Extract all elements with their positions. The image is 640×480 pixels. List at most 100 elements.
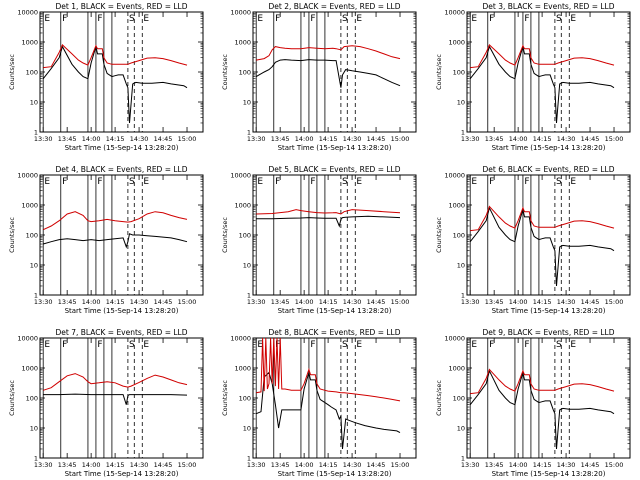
plot-frame [466, 11, 631, 133]
y-tick-label: 10000 [17, 335, 38, 343]
y-tick-label: 1 [461, 129, 465, 137]
event-marker-label: E [356, 177, 362, 187]
y-axis-label: Counts/sec [8, 380, 16, 416]
x-axis-label: Start Time (15-Sep-14 13:28:20) [492, 307, 606, 315]
chart-title: Det 2, BLACK = Events, RED = LLD [268, 2, 400, 11]
chart-title: Det 3, BLACK = Events, RED = LLD [482, 2, 614, 11]
y-tick-label: 10 [243, 262, 251, 270]
x-tick-label: 14:00 [509, 461, 528, 469]
x-tick-label: 14:30 [130, 135, 149, 143]
x-axis-label: Start Time (15-Sep-14 13:28:20) [278, 307, 392, 315]
x-tick-label: 14:00 [509, 135, 528, 143]
y-tick-label: 1 [461, 455, 465, 463]
plot-frame [466, 174, 631, 296]
event-marker-label: F [489, 340, 494, 350]
y-tick-label: 100 [26, 395, 38, 403]
x-tick-label: 13:45 [485, 461, 504, 469]
y-tick-label: 1 [247, 455, 251, 463]
x-axis-label: Start Time (15-Sep-14 13:28:20) [278, 144, 392, 152]
chart-title: Det 6, BLACK = Events, RED = LLD [482, 165, 614, 174]
x-tick-label: 14:30 [343, 298, 362, 306]
x-tick-label: 15:00 [391, 135, 410, 143]
event-marker-label: S [129, 14, 135, 24]
x-tick-label: 14:45 [581, 461, 600, 469]
y-axis-label: Counts/sec [8, 217, 16, 253]
y-tick-label: 1000 [21, 39, 38, 47]
y-tick-label: 10000 [444, 9, 465, 17]
x-tick-label: 13:45 [485, 135, 504, 143]
events-series-line [42, 45, 188, 124]
y-tick-label: 10 [457, 99, 465, 107]
event-marker-label: S [556, 340, 562, 350]
x-tick-label: 14:15 [533, 298, 552, 306]
x-tick-label: 14:45 [367, 461, 386, 469]
y-tick-label: 1000 [448, 202, 465, 210]
x-tick-label: 14:15 [106, 461, 125, 469]
y-tick-label: 10000 [444, 335, 465, 343]
x-tick-label: 15:00 [605, 135, 624, 143]
lld-series-line [470, 44, 615, 69]
event-marker-label: F [310, 14, 315, 24]
plot-frame [39, 337, 204, 459]
x-tick-label: 14:45 [581, 135, 600, 143]
x-axis-label: Start Time (15-Sep-14 13:28:20) [65, 307, 179, 315]
x-tick-label: 14:00 [82, 135, 101, 143]
y-tick-label: 100 [26, 232, 38, 240]
chart-title: Det 4, BLACK = Events, RED = LLD [55, 165, 187, 174]
event-marker-label: E [257, 14, 263, 24]
y-tick-label: 10 [243, 425, 251, 433]
event-marker-label: E [143, 177, 149, 187]
y-tick-label: 100 [453, 395, 465, 403]
y-tick-label: 100 [453, 232, 465, 240]
event-marker-label: F [275, 340, 280, 350]
y-tick-label: 1000 [234, 365, 251, 373]
events-series-line [256, 215, 401, 228]
y-tick-label: 1 [34, 455, 38, 463]
y-axis-label: Counts/sec [221, 217, 229, 253]
event-marker-label: E [143, 14, 149, 24]
events-series-line [255, 59, 401, 88]
event-marker-label: E [44, 177, 50, 187]
event-marker-label: F [310, 340, 315, 350]
event-marker-label: S [342, 177, 348, 187]
lld-series-line [43, 44, 188, 69]
x-tick-label: 13:30 [247, 298, 266, 306]
y-tick-label: 10 [30, 425, 38, 433]
y-tick-label: 1 [34, 292, 38, 300]
event-marker-label: F [62, 177, 67, 187]
x-tick-label: 13:45 [271, 461, 290, 469]
y-tick-label: 1 [247, 292, 251, 300]
plot-frame [252, 174, 417, 296]
lld-series-line [256, 45, 401, 61]
y-tick-label: 10000 [230, 172, 251, 180]
y-tick-label: 1000 [21, 365, 38, 373]
event-marker-label: E [44, 340, 50, 350]
x-axis-label: Start Time (15-Sep-14 13:28:20) [65, 470, 179, 478]
events-series-line [469, 206, 615, 287]
plot-frame [39, 174, 204, 296]
event-marker-label: S [342, 14, 348, 24]
y-axis-label: Counts/sec [435, 380, 443, 416]
y-tick-label: 10 [457, 262, 465, 270]
x-tick-label: 13:45 [58, 298, 77, 306]
y-tick-label: 1000 [21, 202, 38, 210]
event-marker-label: E [143, 340, 149, 350]
y-tick-label: 1 [247, 129, 251, 137]
x-tick-label: 14:15 [106, 135, 125, 143]
event-marker-label: E [471, 14, 477, 24]
chart-panel: Det 8, BLACK = Events, RED = LLD 1 10 100 10… [221, 328, 417, 478]
event-marker-label: S [556, 14, 562, 24]
event-marker-label: E [257, 340, 263, 350]
events-series-line [469, 45, 615, 124]
x-tick-label: 14:00 [295, 298, 314, 306]
event-marker-label: S [556, 177, 562, 187]
event-marker-label: F [275, 14, 280, 24]
x-tick-label: 14:45 [367, 135, 386, 143]
plot-frame [39, 11, 204, 133]
lld-series-line [256, 337, 401, 402]
y-tick-label: 1 [461, 292, 465, 300]
x-tick-label: 13:30 [461, 298, 480, 306]
x-tick-label: 15:00 [605, 461, 624, 469]
x-tick-label: 13:45 [58, 135, 77, 143]
lld-series-line [470, 368, 615, 395]
